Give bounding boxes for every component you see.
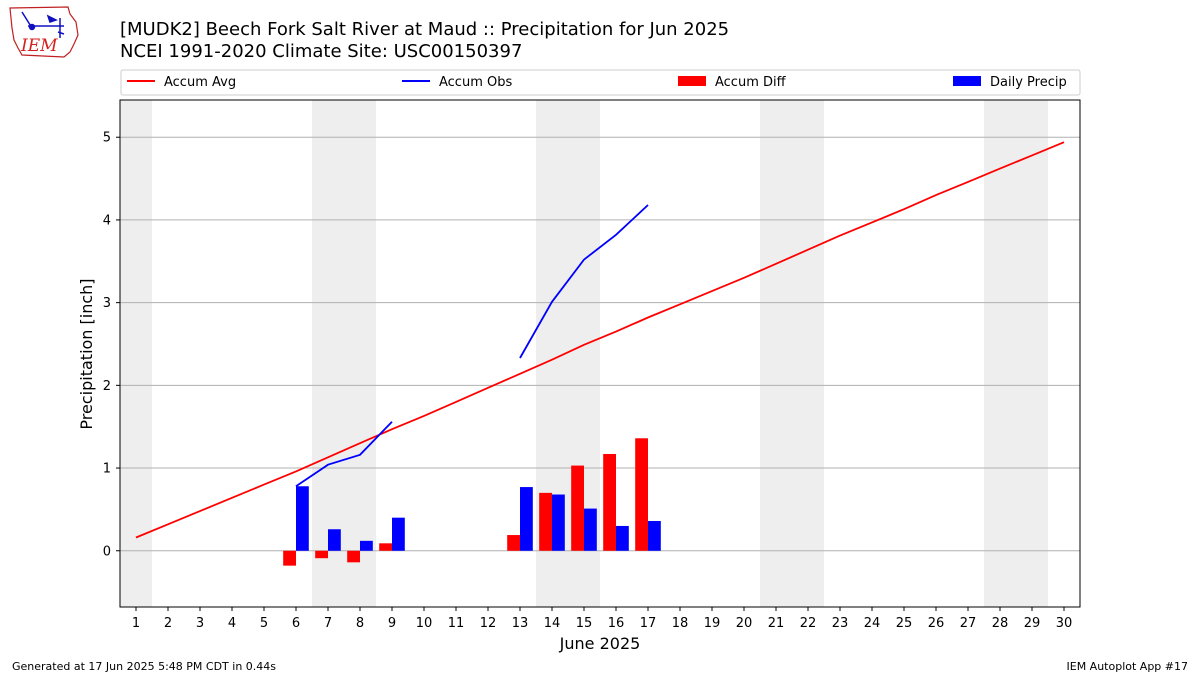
x-tick-label-18: 18 — [672, 616, 689, 631]
bar-daily-precip-day-9 — [392, 517, 405, 551]
weekend-shade-day-1 — [120, 100, 152, 607]
logo-text: IEM — [20, 36, 58, 56]
legend-frame — [120, 69, 1081, 96]
legend-label-accum-diff: Accum Diff — [715, 75, 787, 90]
bar-accum-diff-day-15 — [571, 465, 584, 551]
weekend-shade-day-21 — [760, 100, 792, 607]
bar-daily-precip-day-6 — [296, 486, 309, 551]
weekend-shade-day-29 — [1016, 100, 1048, 607]
x-tick-label-3: 3 — [196, 616, 204, 631]
x-tick-label-21: 21 — [768, 616, 785, 631]
x-tick-label-9: 9 — [388, 616, 396, 631]
x-tick-label-6: 6 — [292, 616, 300, 631]
bar-accum-diff-day-6 — [283, 550, 296, 566]
x-tick-label-2: 2 — [164, 616, 172, 631]
bar-accum-diff-day-16 — [603, 453, 616, 551]
legend-swatch-accum-diff — [678, 76, 706, 86]
weekend-shade-day-22 — [792, 100, 824, 607]
weekend-shading — [120, 100, 1048, 607]
x-tick-label-27: 27 — [960, 616, 977, 631]
x-tick-label-26: 26 — [928, 616, 945, 631]
line-accum-avg-seg-0 — [135, 141, 1065, 539]
bar-accum-diff-day-14 — [539, 492, 552, 551]
x-axis-ticks: 1 2 3 4 5 6 7 8 9 10 11 12 13 14 15 16 17 18 19 20 21 22 23 24 2… — [132, 607, 1072, 631]
x-tick-label-14: 14 — [544, 616, 561, 631]
legend-label-daily-precip: Daily Precip — [990, 75, 1067, 90]
x-tick-label-7: 7 — [324, 616, 332, 631]
x-tick-label-25: 25 — [896, 616, 913, 631]
footer-app: IEM Autoplot App #17 — [1067, 660, 1189, 673]
x-tick-label-8: 8 — [356, 616, 364, 631]
y-axis-label: Precipitation [inch] — [77, 278, 96, 429]
x-axis-label: June 2025 — [559, 634, 641, 653]
iowa-outline-icon — [9, 6, 79, 58]
bars — [283, 438, 661, 566]
plot-frame — [119, 99, 1081, 608]
x-tick-label-1: 1 — [132, 616, 140, 631]
chart-title: [MUDK2] Beech Fork Salt River at Maud ::… — [120, 19, 729, 40]
x-tick-label-24: 24 — [864, 616, 881, 631]
x-tick-label-12: 12 — [480, 616, 497, 631]
x-tick-label-15: 15 — [576, 616, 593, 631]
bar-daily-precip-day-8 — [360, 540, 373, 551]
legend: Accum Avg Accum Obs Accum Diff Daily Precip — [120, 69, 1081, 96]
bar-daily-precip-day-15 — [584, 508, 597, 551]
bar-accum-diff-day-9 — [379, 543, 392, 551]
x-tick-label-19: 19 — [704, 616, 721, 631]
y-tick-label-2: 2 — [103, 379, 111, 394]
x-tick-label-11: 11 — [448, 616, 465, 631]
chart-subtitle: NCEI 1991-2020 Climate Site: USC00150397 — [120, 41, 522, 62]
x-tick-label-23: 23 — [832, 616, 849, 631]
x-tick-label-4: 4 — [228, 616, 236, 631]
legend-label-accum-obs: Accum Obs — [439, 75, 512, 90]
weekend-shade-day-8 — [344, 100, 376, 607]
y-tick-label-4: 4 — [103, 213, 111, 228]
bar-accum-diff-day-13 — [507, 535, 520, 551]
bar-accum-diff-day-7 — [315, 550, 328, 559]
lines — [135, 141, 1065, 539]
bar-daily-precip-day-7 — [328, 529, 341, 551]
x-tick-label-16: 16 — [608, 616, 625, 631]
bar-accum-diff-day-8 — [347, 550, 360, 563]
footer-generated: Generated at 17 Jun 2025 5:48 PM CDT in … — [12, 660, 276, 673]
x-tick-label-29: 29 — [1024, 616, 1041, 631]
y-tick-label-5: 5 — [103, 131, 111, 146]
legend-swatch-daily-precip — [953, 76, 981, 86]
bar-daily-precip-day-17 — [648, 520, 661, 551]
x-tick-label-28: 28 — [992, 616, 1009, 631]
weekend-shade-day-7 — [312, 100, 344, 607]
y-tick-label-1: 1 — [103, 462, 111, 477]
bar-daily-precip-day-16 — [616, 525, 629, 551]
legend-label-accum-avg: Accum Avg — [164, 75, 236, 90]
weekend-shade-day-28 — [984, 100, 1016, 607]
x-tick-label-17: 17 — [640, 616, 657, 631]
y-tick-label-3: 3 — [103, 296, 111, 311]
weather-station-icon — [21, 11, 65, 38]
y-tick-label-0: 0 — [103, 544, 111, 559]
x-tick-label-30: 30 — [1056, 616, 1073, 631]
x-tick-label-22: 22 — [800, 616, 817, 631]
bar-accum-diff-day-17 — [635, 438, 648, 551]
x-tick-label-10: 10 — [416, 616, 433, 631]
line-accum-obs-seg-0 — [295, 421, 393, 487]
iem-logo: IEM — [9, 6, 79, 58]
grid-lines — [120, 136, 1080, 552]
x-tick-label-20: 20 — [736, 616, 753, 631]
y-axis-ticks: 0 1 2 3 4 5 — [103, 131, 120, 559]
bar-daily-precip-day-14 — [552, 494, 565, 551]
x-tick-label-13: 13 — [512, 616, 529, 631]
bar-daily-precip-day-13 — [520, 487, 533, 551]
x-tick-label-5: 5 — [260, 616, 268, 631]
line-accum-obs-seg-1 — [519, 204, 649, 359]
